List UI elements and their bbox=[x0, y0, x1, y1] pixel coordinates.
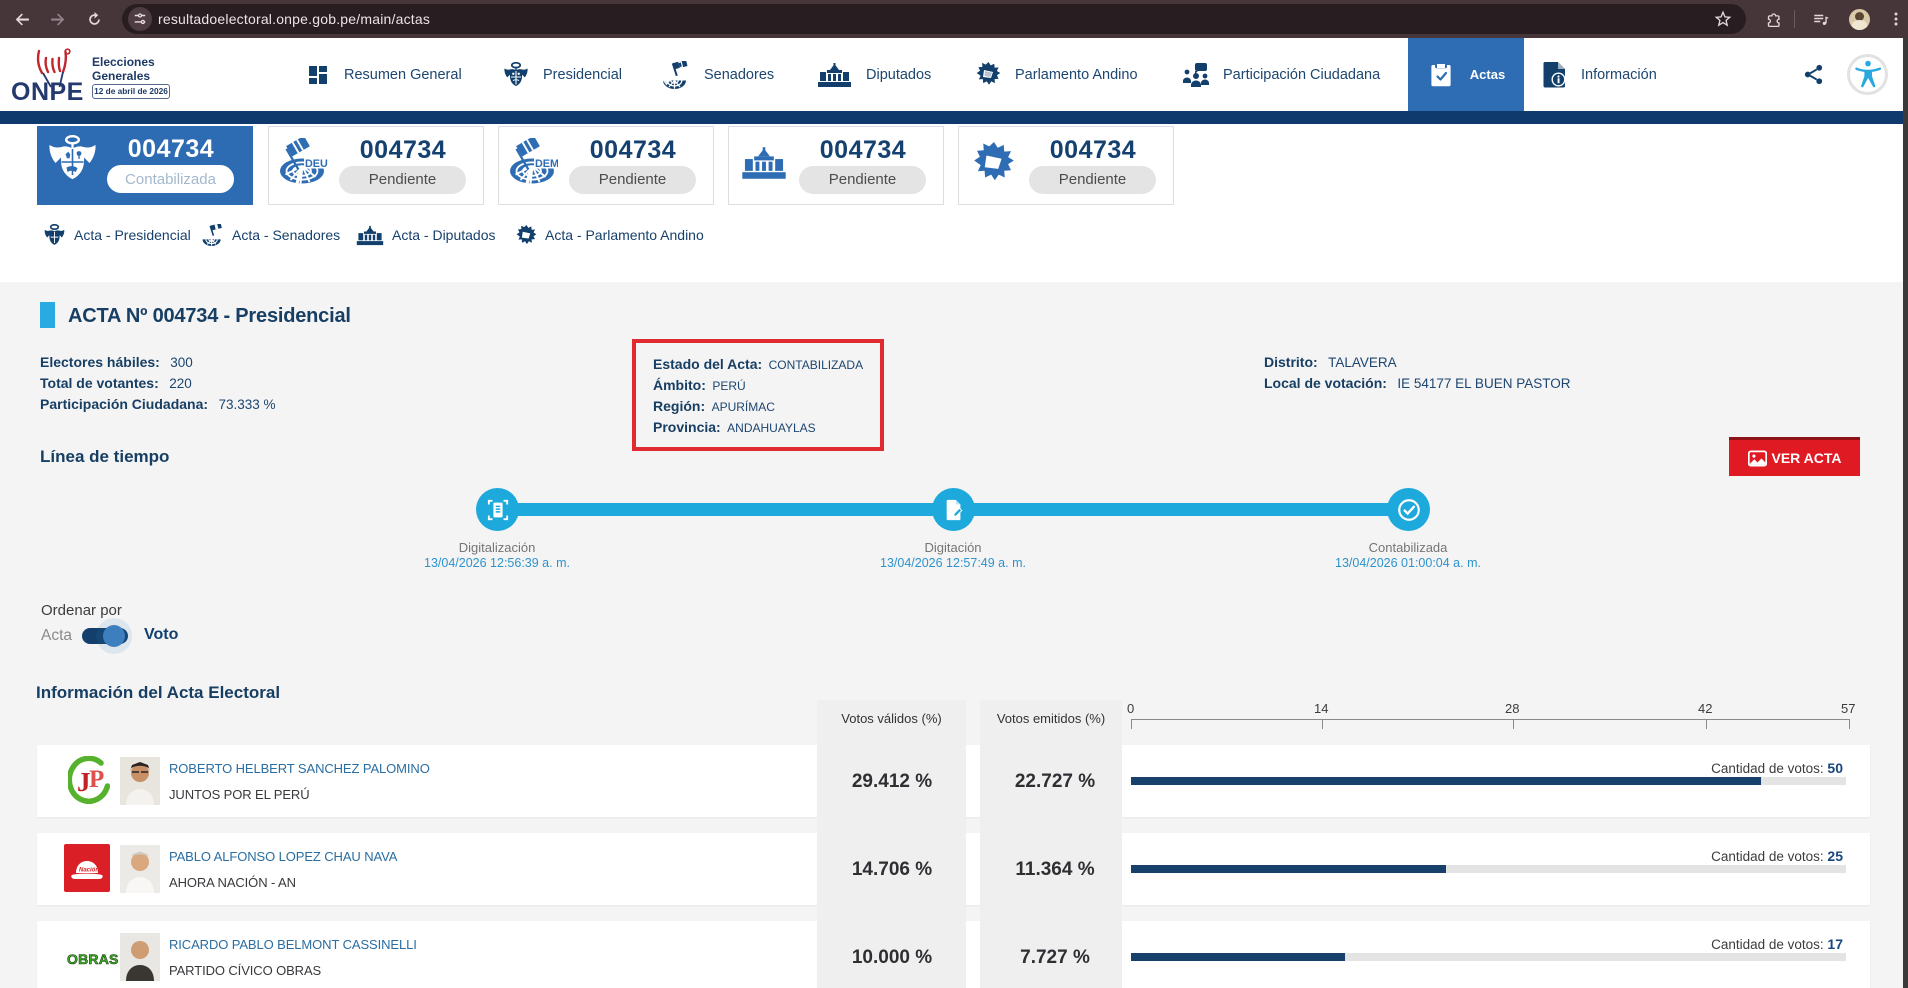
svg-text:DEU: DEU bbox=[305, 158, 328, 170]
svg-text:P: P bbox=[89, 766, 104, 793]
svg-text:J: J bbox=[77, 767, 91, 797]
svg-text:DEM: DEM bbox=[535, 158, 558, 170]
svg-text:Nación: Nación bbox=[79, 868, 99, 874]
